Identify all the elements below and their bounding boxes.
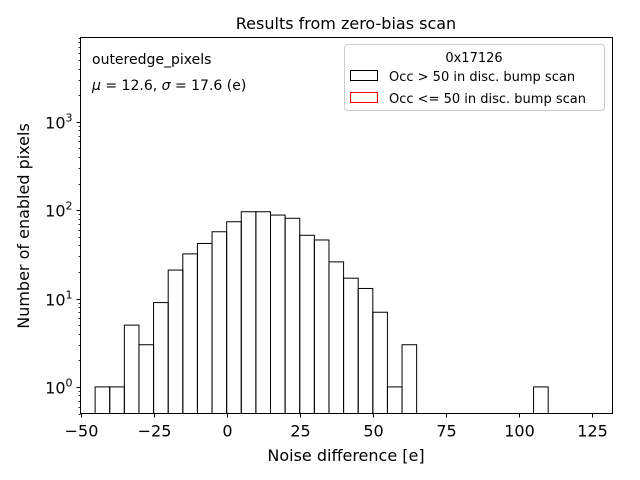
annotation-sigma-value: = 17.6 (e) bbox=[171, 78, 247, 94]
legend-swatch-occ-above-50 bbox=[350, 70, 378, 81]
y-tick-label-base: 10 bbox=[45, 202, 65, 221]
x-tick-label: −25 bbox=[138, 422, 172, 441]
annotation-mu-value: = 12.6, bbox=[101, 78, 162, 94]
x-tick-label: 125 bbox=[577, 422, 608, 441]
y-tick-label-base: 10 bbox=[45, 291, 65, 310]
legend-title: 0x17126 bbox=[445, 51, 502, 66]
plot-frame bbox=[80, 37, 613, 414]
x-tick-label: 75 bbox=[436, 422, 456, 441]
legend-label-occ-at-most-50: Occ <= 50 in disc. bump scan bbox=[389, 92, 586, 107]
x-tick-label: 25 bbox=[290, 422, 310, 441]
y-tick-label-exponent: 0 bbox=[66, 377, 73, 390]
y-tick-label-base: 10 bbox=[45, 114, 65, 133]
x-axis: −50 −25 0 25 50 75 100 125 bbox=[65, 413, 608, 441]
y-tick-label: 101 bbox=[45, 289, 72, 310]
x-tick-label: 50 bbox=[363, 422, 383, 441]
chart-title: Results from zero-bias scan bbox=[236, 14, 456, 33]
x-axis-label: Noise difference [e] bbox=[267, 446, 424, 465]
x-tick-label: 100 bbox=[504, 422, 535, 441]
annotation-mu-symbol: μ bbox=[91, 78, 101, 94]
legend-label-occ-above-50: Occ > 50 in disc. bump scan bbox=[389, 70, 575, 85]
legend-swatch-occ-at-most-50 bbox=[350, 92, 378, 103]
legend: 0x17126 Occ > 50 in disc. bump scan Occ … bbox=[344, 44, 605, 111]
y-tick-label: 100 bbox=[45, 377, 72, 398]
annotation-stats: μ = 12.6, σ = 17.6 (e) bbox=[91, 78, 246, 94]
x-tick-label: 0 bbox=[222, 422, 232, 441]
x-tick-label: −50 bbox=[65, 422, 99, 441]
y-tick-label-base: 10 bbox=[45, 379, 65, 398]
annotation-sigma-symbol: σ bbox=[162, 78, 172, 94]
y-tick-label: 103 bbox=[45, 112, 72, 133]
y-tick-label-exponent: 3 bbox=[66, 112, 73, 125]
legend-box bbox=[344, 44, 605, 111]
y-tick-label: 102 bbox=[45, 200, 72, 221]
annotation-name: outeredge_pixels bbox=[92, 52, 211, 68]
y-tick-label-exponent: 1 bbox=[66, 289, 73, 302]
y-tick-label-exponent: 2 bbox=[66, 200, 73, 213]
y-axis-label: Number of enabled pixels bbox=[14, 123, 33, 329]
